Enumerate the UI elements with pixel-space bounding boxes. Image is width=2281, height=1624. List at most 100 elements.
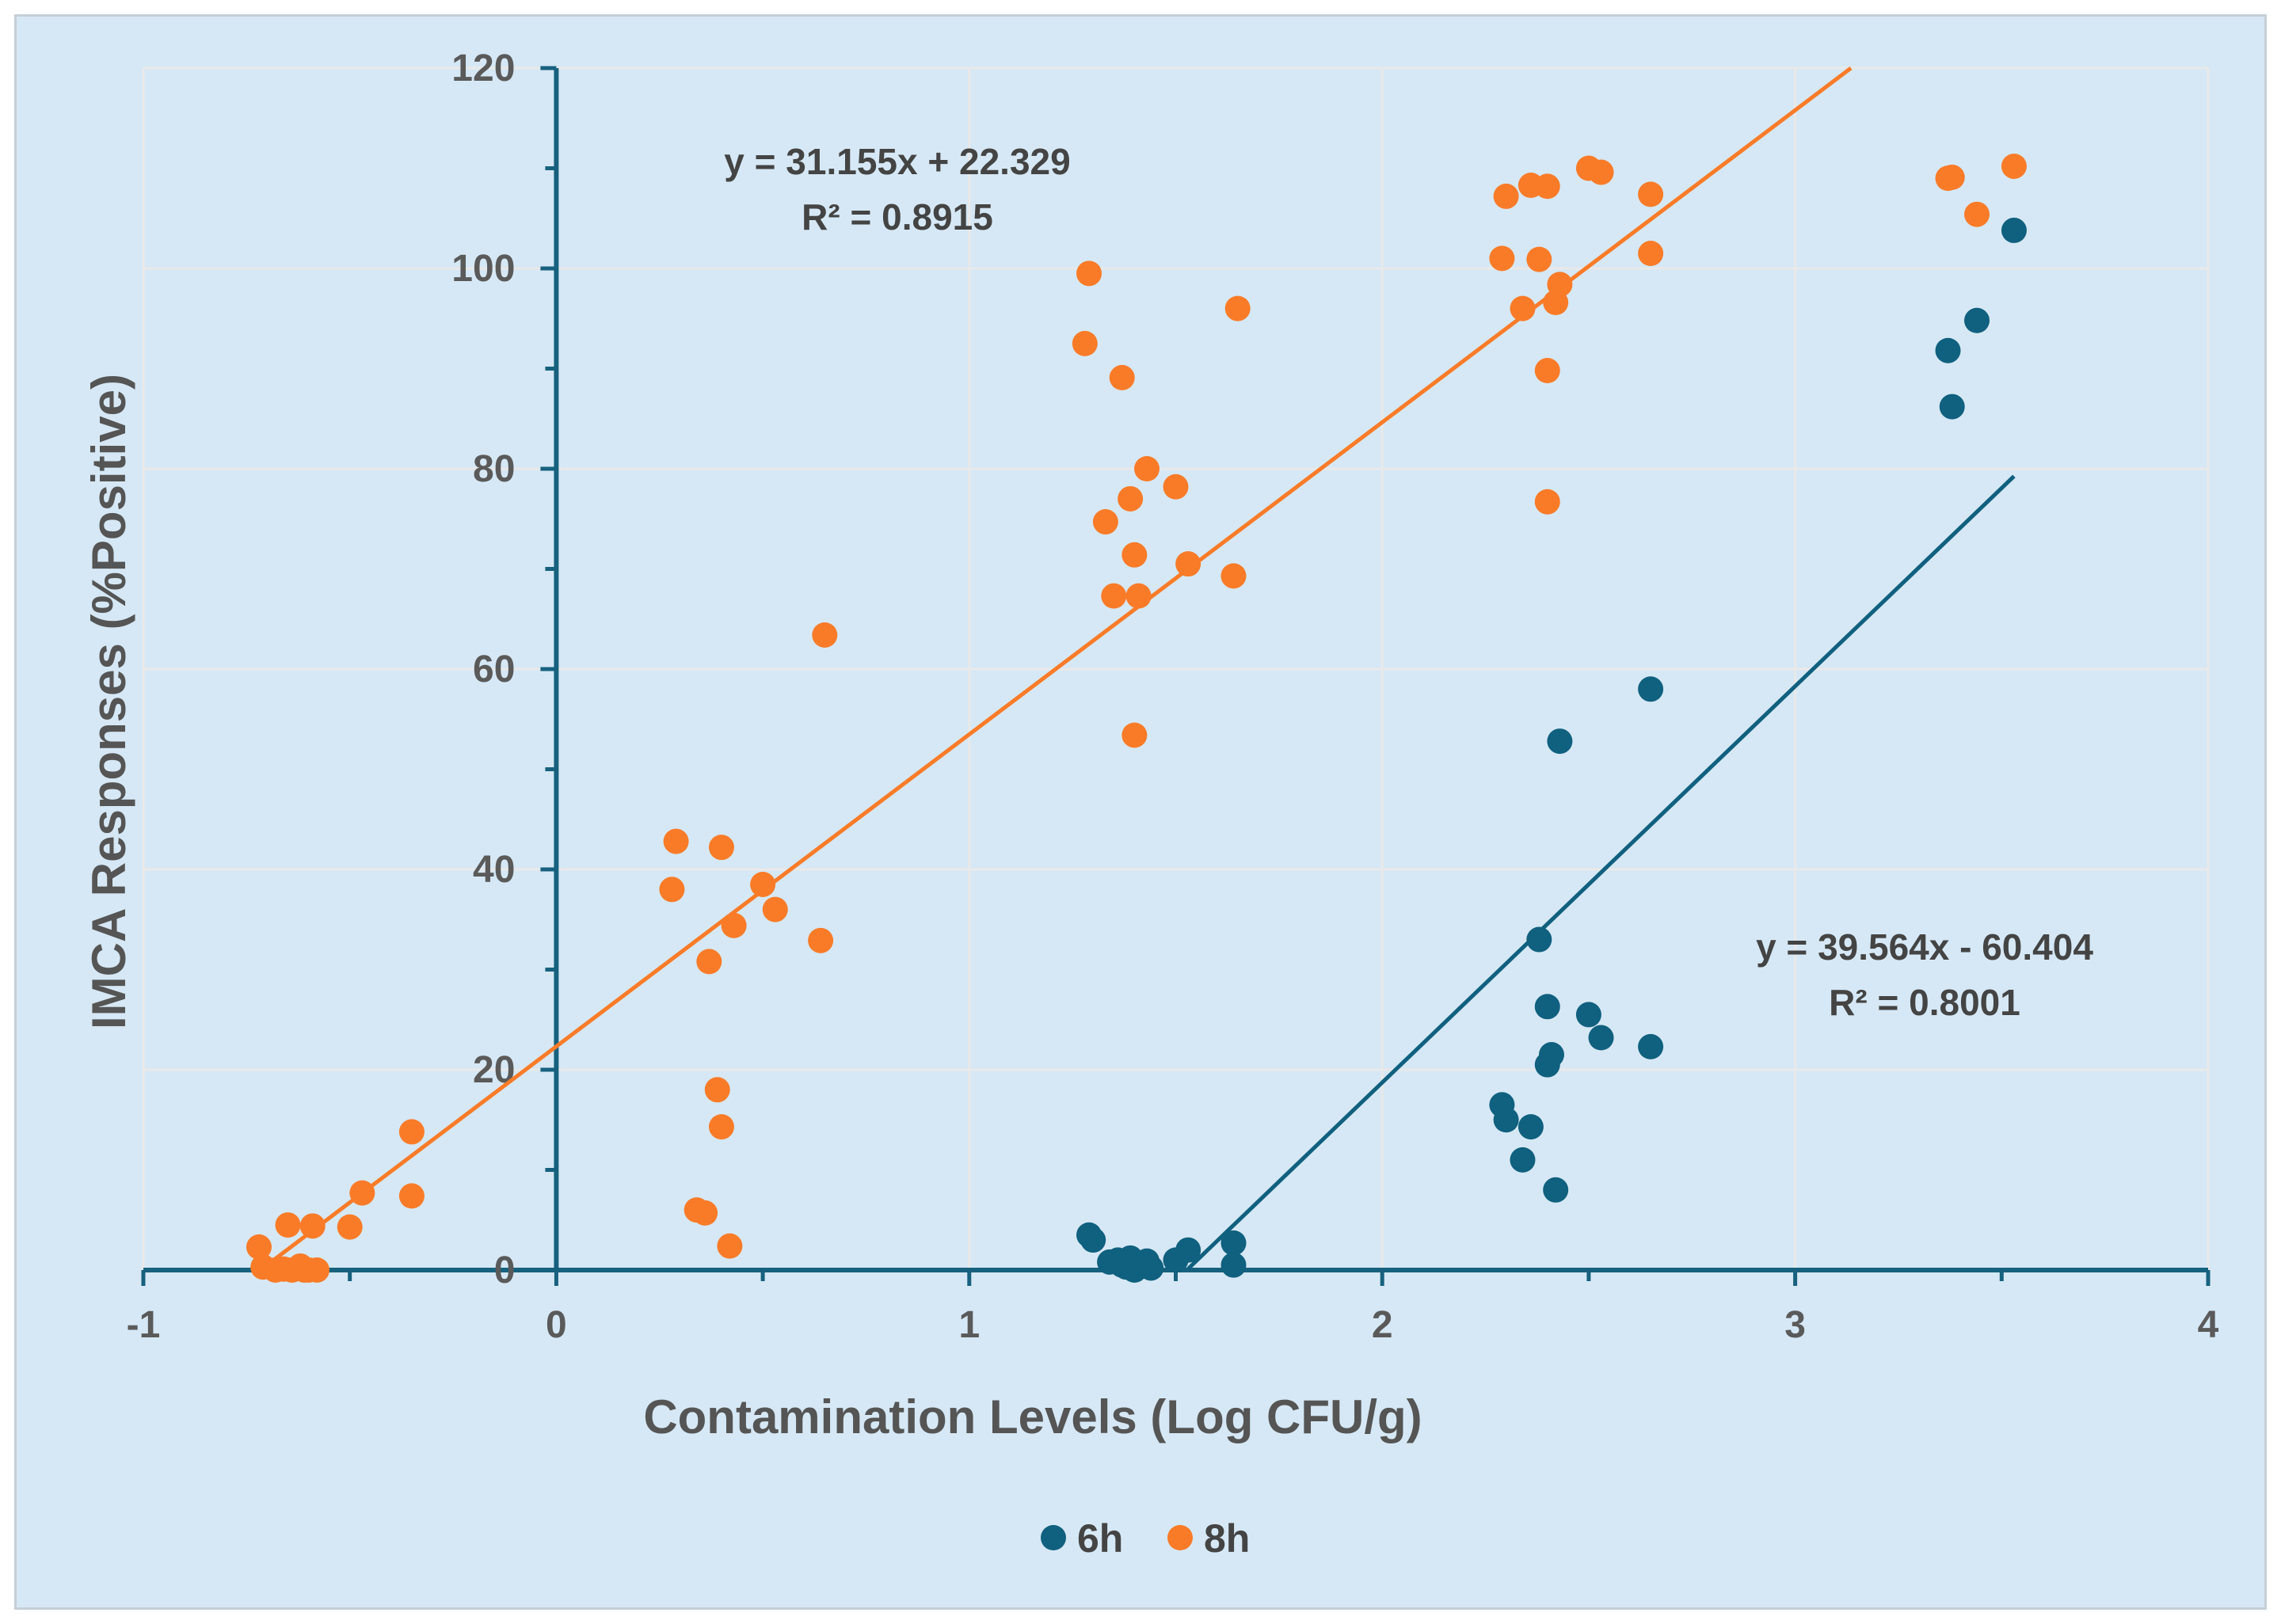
legend-marker-8h xyxy=(1167,1525,1193,1550)
data-point-8h xyxy=(1121,542,1148,568)
data-point-8h xyxy=(1534,358,1560,384)
data-point-6h xyxy=(1517,1114,1544,1140)
data-point-8h xyxy=(349,1180,375,1206)
y-tick-label: 100 xyxy=(451,248,515,290)
x-tick-label: 4 xyxy=(2198,1304,2219,1346)
data-point-8h xyxy=(398,1183,425,1209)
data-point-8h xyxy=(808,927,834,953)
data-point-8h xyxy=(275,1212,301,1238)
data-point-6h xyxy=(1638,1033,1664,1059)
data-point-6h xyxy=(1534,994,1560,1020)
data-point-6h xyxy=(1538,1042,1564,1068)
data-point-8h xyxy=(1163,474,1189,500)
data-point-8h xyxy=(1072,330,1098,356)
data-point-8h xyxy=(708,835,734,861)
data-points xyxy=(246,153,2027,1283)
data-point-8h xyxy=(1547,272,1573,298)
data-point-8h xyxy=(717,1233,743,1259)
data-point-6h xyxy=(1526,926,1552,953)
data-point-8h xyxy=(659,877,685,903)
data-point-6h xyxy=(1588,1025,1614,1051)
data-point-8h xyxy=(1510,295,1536,321)
legend-label-6h: 6h xyxy=(1077,1516,1123,1561)
x-tick-label: 1 xyxy=(958,1304,980,1346)
data-point-8h xyxy=(337,1214,363,1240)
data-point-8h xyxy=(1134,456,1160,481)
data-point-8h xyxy=(1638,241,1664,267)
data-point-8h xyxy=(1588,159,1614,185)
labels: Contamination Levels (Log CFU/g) IMCA Re… xyxy=(82,141,2093,1443)
data-point-8h xyxy=(721,912,747,938)
equation-8h: y = 31.155x + 22.329 xyxy=(724,141,1070,182)
y-tick-label: 40 xyxy=(473,849,515,891)
y-tick-label: 0 xyxy=(494,1249,516,1291)
data-point-8h xyxy=(1526,246,1552,272)
x-tick-label: -1 xyxy=(127,1304,161,1346)
data-point-8h xyxy=(299,1213,326,1239)
x-tick-label: 0 xyxy=(546,1304,567,1346)
data-point-6h xyxy=(1080,1227,1106,1253)
data-point-8h xyxy=(1101,583,1127,609)
data-point-8h xyxy=(246,1234,272,1260)
data-point-8h xyxy=(303,1257,329,1283)
data-point-8h xyxy=(2001,153,2027,179)
data-point-8h xyxy=(663,828,689,854)
data-point-6h xyxy=(1547,728,1573,755)
data-point-8h xyxy=(1939,164,1965,190)
y-tick-label: 20 xyxy=(473,1049,515,1091)
x-axis-title: Contamination Levels (Log CFU/g) xyxy=(643,1390,1422,1443)
data-point-8h xyxy=(1638,181,1664,207)
y-axis-title: IMCA Responses (%Positive) xyxy=(82,374,135,1029)
data-point-8h xyxy=(1534,173,1560,200)
legend: 6h 8h xyxy=(1041,1516,1250,1561)
data-point-8h xyxy=(1175,551,1201,577)
data-point-8h xyxy=(1224,295,1251,321)
data-point-6h xyxy=(1964,307,1990,333)
chart-frame xyxy=(14,14,2267,1610)
r2-8h: R² = 0.8915 xyxy=(802,196,993,238)
data-point-6h xyxy=(1220,1252,1247,1278)
y-tick-label: 120 xyxy=(451,48,515,89)
data-point-8h xyxy=(1076,261,1102,287)
data-point-8h xyxy=(692,1200,718,1226)
y-tick-label: 60 xyxy=(473,648,515,690)
data-point-6h xyxy=(1220,1230,1247,1256)
trendlines xyxy=(259,67,2016,1272)
equation-6h: y = 39.564x - 60.404 xyxy=(1756,926,2093,968)
data-point-8h xyxy=(1121,722,1148,748)
data-point-8h xyxy=(762,896,788,922)
data-point-8h xyxy=(1125,583,1152,609)
data-point-8h xyxy=(1489,245,1515,272)
data-point-8h xyxy=(1118,485,1144,512)
data-point-6h xyxy=(1510,1147,1536,1173)
data-point-6h xyxy=(1175,1237,1201,1263)
data-point-8h xyxy=(1220,563,1247,589)
data-point-8h xyxy=(1109,364,1135,390)
data-point-8h xyxy=(696,949,722,975)
data-point-8h xyxy=(1964,201,1990,227)
legend-label-8h: 8h xyxy=(1204,1516,1250,1561)
data-point-6h xyxy=(1575,1002,1601,1028)
data-point-6h xyxy=(1939,394,1965,420)
data-point-8h xyxy=(398,1119,425,1145)
data-point-6h xyxy=(1493,1107,1519,1133)
data-point-6h xyxy=(1638,676,1664,702)
data-point-8h xyxy=(704,1077,730,1103)
data-point-6h xyxy=(1935,337,1961,363)
trendline-6h xyxy=(1186,474,2016,1271)
data-point-8h xyxy=(750,871,776,897)
x-tick-label: 2 xyxy=(1372,1304,1393,1346)
data-point-6h xyxy=(1543,1177,1569,1203)
data-point-8h xyxy=(708,1114,734,1140)
y-tick-label: 80 xyxy=(473,448,515,490)
x-tick-label: 3 xyxy=(1784,1304,1806,1346)
data-point-6h xyxy=(2001,217,2027,243)
trendline-8h xyxy=(259,67,1853,1272)
legend-marker-6h xyxy=(1041,1525,1066,1550)
data-point-8h xyxy=(1534,489,1560,515)
data-point-8h xyxy=(812,622,838,648)
data-point-8h xyxy=(1493,183,1519,209)
data-point-8h xyxy=(1092,509,1118,535)
